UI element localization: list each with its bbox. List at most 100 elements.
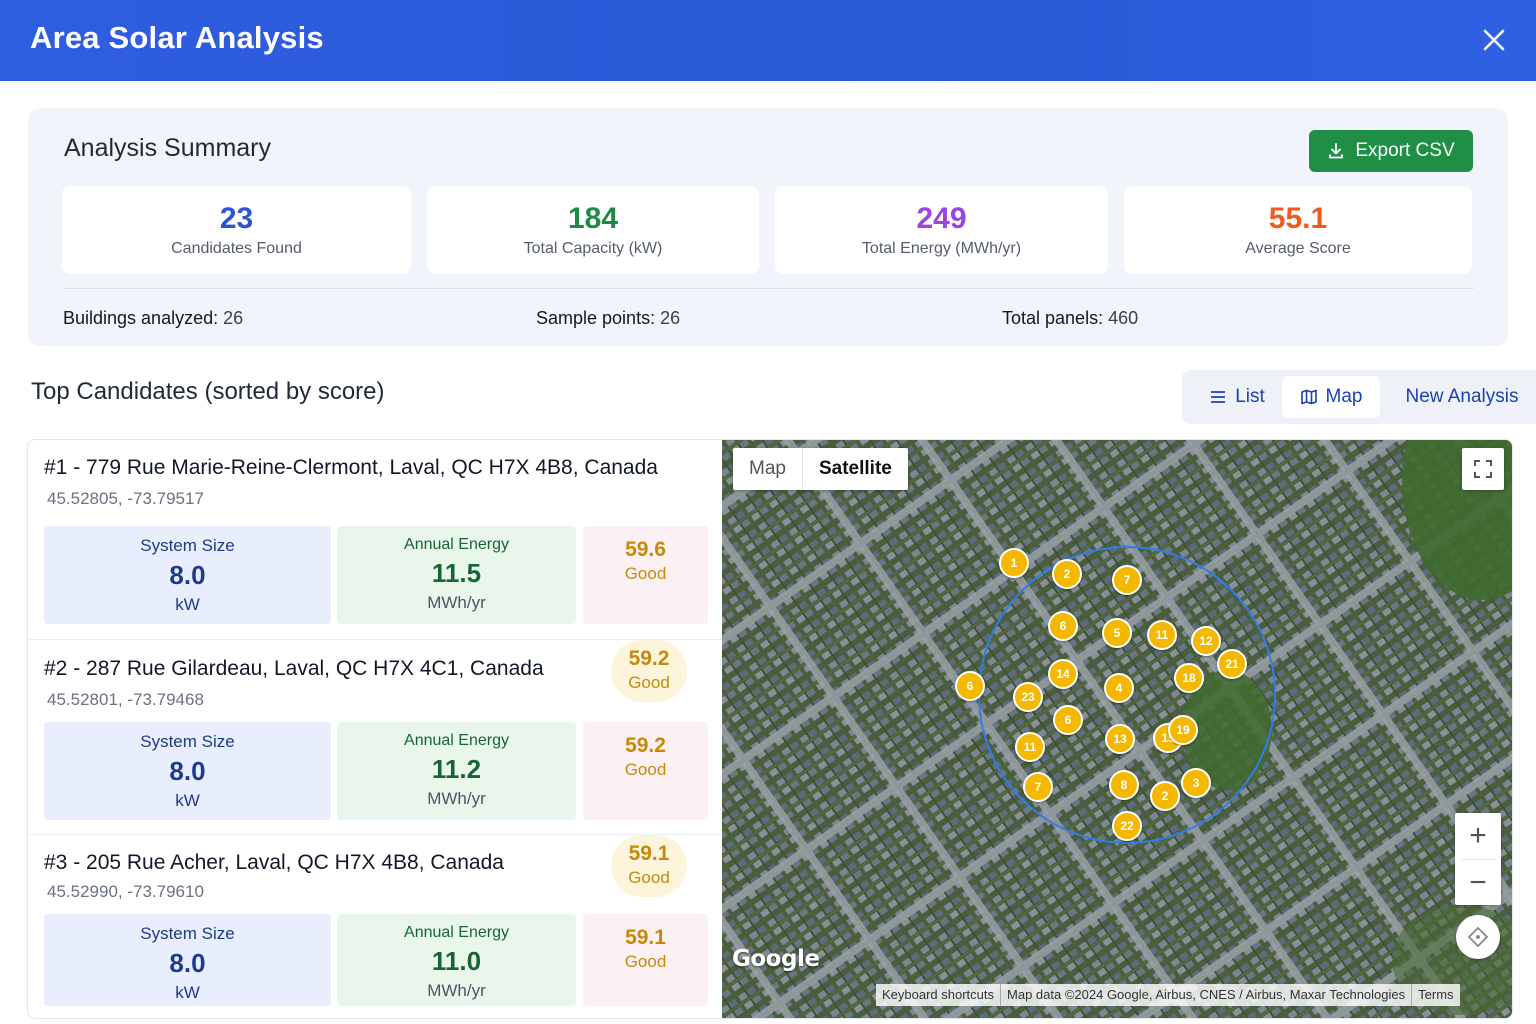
fullscreen-button[interactable]: [1462, 448, 1504, 490]
candidate-coords: 45.52990, -73.79610: [47, 882, 204, 901]
system-size-box: System Size 8.0 kW: [44, 526, 331, 624]
annual-energy-value: 11.0: [431, 946, 482, 976]
meta-value: 460: [1108, 308, 1139, 328]
system-size-unit: kW: [175, 983, 200, 1002]
map-type-map-button[interactable]: Map: [749, 458, 786, 479]
meta-value: 26: [660, 308, 681, 328]
stat-candidates: 23 Candidates Found: [62, 186, 411, 274]
map-marker[interactable]: 19: [1168, 715, 1198, 745]
score-value: 59.2: [625, 734, 666, 757]
new-analysis-button[interactable]: New Analysis: [1388, 376, 1536, 418]
summary-title: Analysis Summary: [64, 134, 271, 162]
zoom-divider: [1461, 859, 1495, 860]
map-marker[interactable]: 5: [1102, 618, 1132, 648]
close-button[interactable]: [1476, 22, 1512, 58]
map-marker[interactable]: 6: [1048, 611, 1078, 641]
map-marker[interactable]: 22: [1112, 811, 1142, 841]
map-marker[interactable]: 21: [1217, 649, 1247, 679]
annual-energy-value: 11.2: [431, 754, 482, 784]
annual-energy-label: Annual Energy: [404, 536, 509, 553]
stat-score: 55.1 Average Score: [1124, 186, 1472, 274]
meta-buildings: Buildings analyzed: 26: [63, 308, 243, 329]
score-value: 59.6: [625, 538, 666, 561]
map-icon: [1300, 389, 1317, 405]
export-csv-label: Export CSV: [1355, 140, 1455, 161]
view-toggle-bar: List Map New Analysis: [1182, 370, 1536, 424]
system-size-label: System Size: [140, 924, 235, 943]
annual-energy-unit: MWh/yr: [427, 789, 486, 808]
map-marker[interactable]: 7: [1112, 565, 1142, 595]
score-rating: Good: [624, 952, 667, 971]
candidate-title: #2 - 287 Rue Gilardeau, Laval, QC H7X 4C…: [44, 657, 544, 680]
candidates-panel: #1 - 779 Rue Marie-Reine-Clermont, Laval…: [27, 439, 1513, 1019]
map-marker[interactable]: 1: [999, 548, 1029, 578]
score-box: 59.6 Good: [583, 526, 708, 624]
list-view-button[interactable]: List: [1192, 376, 1282, 418]
score-pill: 59.2 Good: [611, 640, 687, 702]
map-marker[interactable]: 2: [1052, 559, 1082, 589]
summary-divider: [64, 288, 1474, 289]
map-marker[interactable]: 14: [1048, 659, 1078, 689]
score-pill: 59.1 Good: [611, 835, 687, 897]
candidates-section-title: Top Candidates (sorted by score): [31, 378, 385, 405]
meta-key: Sample points:: [536, 308, 656, 328]
stat-label: Total Capacity (kW): [523, 240, 663, 257]
stat-label: Total Energy (MWh/yr): [861, 240, 1022, 257]
map-marker[interactable]: 2: [1150, 781, 1180, 811]
download-icon: [1329, 143, 1344, 159]
map-marker[interactable]: 12: [1191, 626, 1221, 656]
score-value: 59.1: [625, 926, 666, 949]
map-marker[interactable]: 6: [955, 671, 985, 701]
map-marker[interactable]: 8: [1109, 770, 1139, 800]
list-icon: [1211, 391, 1226, 403]
satellite-map[interactable]: 1 2 7 6 5 11 12 21 6 14 4 18 23 6 13 15 19 11 7 8 2 3 22 Map S…: [722, 440, 1512, 1018]
map-marker[interactable]: 4: [1104, 673, 1134, 703]
map-marker[interactable]: 13: [1105, 724, 1135, 754]
map-view-button[interactable]: Map: [1282, 376, 1380, 418]
annual-energy-value: 11.5: [431, 558, 482, 588]
meta-key: Total panels:: [1002, 308, 1104, 328]
map-marker[interactable]: 6: [1053, 705, 1083, 735]
annual-energy-unit: MWh/yr: [427, 981, 486, 1000]
map-view-label: Map: [1325, 386, 1363, 407]
map-marker[interactable]: 11: [1147, 620, 1177, 650]
stat-capacity: 184 Total Capacity (kW): [427, 186, 759, 274]
candidate-coords: 45.52805, -73.79517: [47, 489, 204, 508]
terms-link[interactable]: Terms: [1418, 987, 1454, 1002]
annual-energy-box: Annual Energy 11.5 MWh/yr: [337, 526, 576, 624]
system-size-value: 8.0: [169, 756, 206, 786]
system-size-value: 8.0: [169, 560, 206, 590]
annual-energy-unit: MWh/yr: [427, 593, 486, 612]
zoom-control: + −: [1455, 813, 1501, 905]
candidate-title: #3 - 205 Rue Acher, Laval, QC H7X 4B8, C…: [44, 851, 504, 874]
meta-total-panels: Total panels: 460: [1002, 308, 1138, 329]
pill-rating: Good: [628, 868, 670, 887]
map-marker[interactable]: 11: [1015, 732, 1045, 762]
annual-energy-label: Annual Energy: [404, 732, 509, 749]
candidate-card[interactable]: #1 - 779 Rue Marie-Reine-Clermont, Laval…: [28, 440, 722, 640]
candidate-title: #1 - 779 Rue Marie-Reine-Clermont, Laval…: [44, 456, 658, 479]
stat-label: Candidates Found: [171, 240, 302, 257]
system-size-box: System Size 8.0 kW: [44, 722, 331, 820]
zoom-out-button[interactable]: −: [1469, 865, 1487, 899]
locate-button[interactable]: [1456, 915, 1500, 959]
score-rating: Good: [624, 564, 667, 583]
export-csv-button[interactable]: Export CSV: [1309, 130, 1473, 172]
candidate-card[interactable]: #2 - 287 Rue Gilardeau, Laval, QC H7X 4C…: [28, 640, 722, 835]
stat-value: 249: [916, 202, 967, 235]
map-marker[interactable]: 3: [1181, 768, 1211, 798]
keyboard-shortcuts-link[interactable]: Keyboard shortcuts: [876, 984, 1002, 1006]
map-marker[interactable]: 18: [1174, 663, 1204, 693]
meta-sample-points: Sample points: 26: [536, 308, 680, 329]
map-type-satellite-button[interactable]: Satellite: [801, 448, 908, 490]
annual-energy-label: Annual Energy: [404, 924, 509, 941]
map-marker[interactable]: 7: [1023, 772, 1053, 802]
analysis-summary-card: Analysis Summary Export CSV 23 Candidate…: [28, 108, 1508, 346]
map-marker[interactable]: 23: [1013, 682, 1043, 712]
candidate-coords: 45.52801, -73.79468: [47, 690, 204, 709]
zoom-in-button[interactable]: +: [1469, 819, 1487, 852]
stat-value: 55.1: [1268, 202, 1328, 235]
system-size-unit: kW: [175, 791, 200, 810]
stat-label: Average Score: [1245, 240, 1351, 257]
candidate-card[interactable]: #3 - 205 Rue Acher, Laval, QC H7X 4B8, C…: [28, 835, 722, 1018]
